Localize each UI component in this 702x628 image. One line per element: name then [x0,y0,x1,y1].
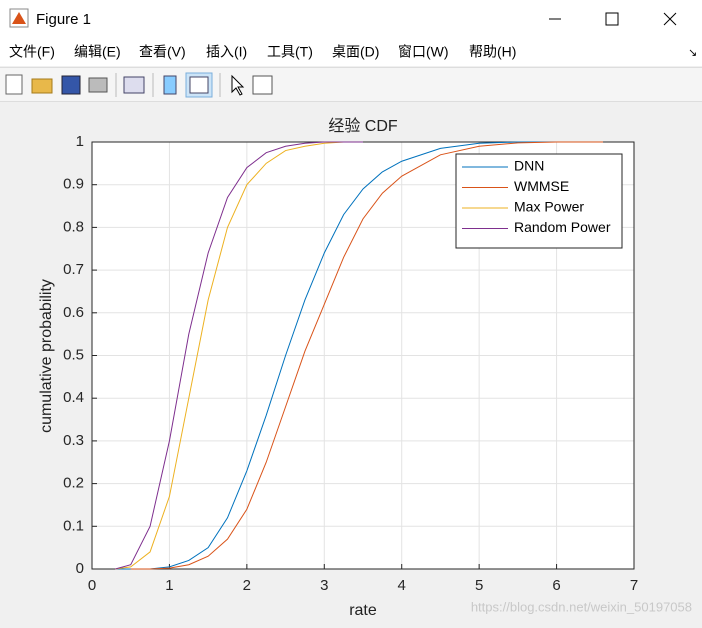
menu-bar: ↘ 文件(F) 编辑(E) 查看(V) 插入(I) 工具(T) 桌面(D) 窗口(W) 帮助(… [0,38,702,66]
series-line [115,141,604,570]
y-tick-label: 0 [76,560,84,577]
x-tick-label: 0 [88,577,96,594]
property-icon[interactable] [252,75,273,95]
close-button[interactable] [663,12,677,26]
menu-item[interactable]: 插入(I) [206,44,247,60]
menu-arrow[interactable]: ↘ [688,47,697,59]
pointer-icon[interactable] [231,74,245,96]
toolbar [0,67,702,102]
y-tick-label: 0.7 [63,261,84,278]
legend-label: Random Power [514,219,611,235]
legend-label: Max Power [514,199,584,215]
link-icon[interactable] [123,76,145,94]
watermark: https://blog.csdn.net/weixin_50197058 [471,599,692,614]
x-tick-label: 7 [630,577,638,594]
y-tick-label: 1 [76,133,84,150]
x-tick-label: 3 [320,577,328,594]
menu-graphics: ↘ 文件(F) 编辑(E) 查看(V) 插入(I) 工具(T) 桌面(D) 窗口(W) 帮助(… [9,44,697,60]
menu-item[interactable]: 帮助(H) [469,44,516,60]
legend-icon [189,76,209,94]
legend-label: WMMSE [514,178,569,194]
title-bar-graphics: Figure 1 [9,8,677,28]
y-axis-label: cumulative probability [38,279,55,433]
menu-item[interactable]: 文件(F) [9,44,55,60]
y-tick-label: 0.1 [63,517,84,534]
colorbar-icon[interactable] [163,75,177,95]
open-icon[interactable] [31,78,53,94]
y-tick-label: 0.3 [63,432,84,449]
y-tick-label: 0.4 [63,389,84,406]
toolbar-icons [5,72,273,98]
title-bar: Figure 1 [0,0,702,38]
app-icon-peak [12,12,26,24]
new-icon[interactable] [5,74,23,95]
x-tick-label: 4 [398,577,406,594]
print-icon[interactable] [88,77,108,93]
chart-title: 经验 CDF [328,117,398,135]
x-tick-label: 5 [475,577,483,594]
legend-label: DNN [514,158,544,174]
chart: 经验 CDF rate cumulative probability https… [38,117,692,619]
x-tick-label: 2 [243,577,251,594]
x-tick-label: 6 [552,577,560,594]
x-tick-label: 1 [165,577,173,594]
y-tick-label: 0.6 [63,304,84,321]
series-line [130,141,604,570]
menu-item[interactable]: 窗口(W) [398,44,449,60]
y-tick-label: 0.2 [63,475,84,492]
series-line [115,141,363,570]
legend-box [455,153,623,249]
menu-item[interactable]: 编辑(E) [74,44,121,60]
y-tick-label: 0.8 [63,218,84,235]
maximize-button[interactable] [605,12,619,26]
y-tick-label: 0.5 [63,346,84,363]
menu-item[interactable]: 查看(V) [139,44,186,60]
window-title: Figure 1 [36,11,91,28]
x-axis-label: rate [349,602,377,619]
y-tick-label: 0.9 [63,176,84,193]
save-icon[interactable] [61,75,81,95]
series-line [115,141,363,570]
menu-item[interactable]: 桌面(D) [332,44,379,60]
menu-item[interactable]: 工具(T) [267,44,313,60]
